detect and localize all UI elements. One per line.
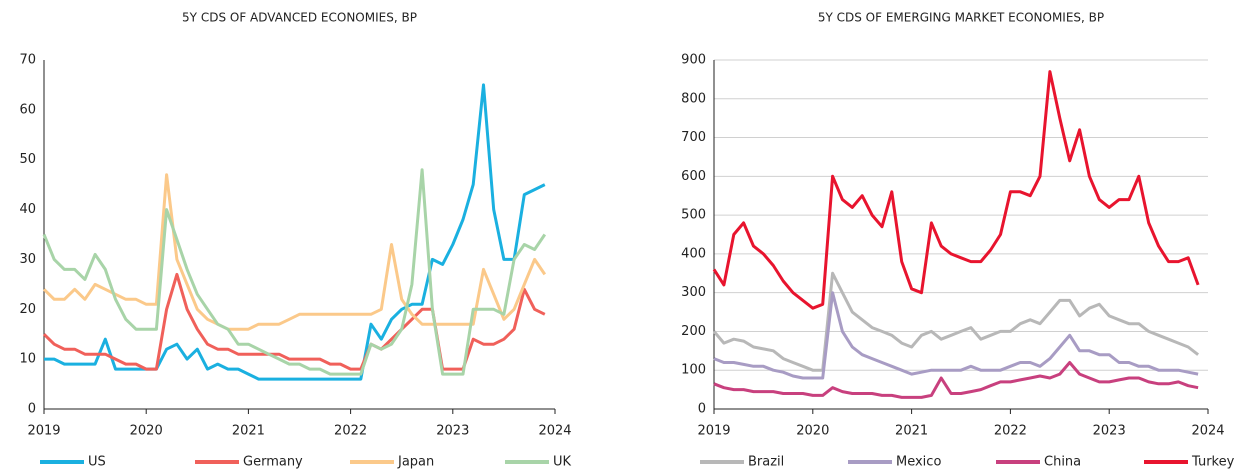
y-tick-label: 900 xyxy=(681,53,706,68)
y-tick-label: 40 xyxy=(19,202,36,217)
y-tick-label: 200 xyxy=(681,324,706,339)
series-line xyxy=(712,271,1200,372)
x-tick-label: 2023 xyxy=(1093,424,1126,439)
y-tick-label: 400 xyxy=(681,246,706,261)
series-line xyxy=(44,83,546,381)
legend-label: UK xyxy=(553,455,572,470)
y-tick-label: 300 xyxy=(681,285,706,300)
x-tick-label: 2024 xyxy=(538,424,571,439)
x-tick-label: 2020 xyxy=(130,424,163,439)
x-tick-label: 2019 xyxy=(27,424,60,439)
x-tick-label: 2023 xyxy=(436,424,469,439)
x-tick-label: 2021 xyxy=(232,424,265,439)
y-tick-label: 500 xyxy=(681,208,706,223)
chart-title: 5Y CDS OF EMERGING MARKET ECONOMIES, BP xyxy=(818,11,1104,25)
y-tick-label: 20 xyxy=(19,302,36,317)
y-tick-label: 600 xyxy=(681,169,706,184)
legend-label: US xyxy=(88,455,106,470)
y-tick-label: 10 xyxy=(19,352,36,367)
legend-label: China xyxy=(1044,455,1081,470)
x-tick-label: 2024 xyxy=(1191,424,1224,439)
x-tick-label: 2020 xyxy=(796,424,829,439)
chart-title: 5Y CDS OF ADVANCED ECONOMIES, BP xyxy=(182,11,417,25)
series-line xyxy=(42,272,546,371)
y-tick-label: 30 xyxy=(19,252,36,267)
y-tick-label: 0 xyxy=(698,402,706,417)
x-tick-label: 2022 xyxy=(334,424,367,439)
y-tick-label: 700 xyxy=(681,130,706,145)
legend-label: Mexico xyxy=(896,455,941,470)
series-line xyxy=(713,361,1199,399)
legend-label: Germany xyxy=(243,455,303,470)
series-line xyxy=(713,291,1199,380)
y-tick-label: 800 xyxy=(681,91,706,106)
y-tick-label: 70 xyxy=(19,53,36,68)
series-line xyxy=(42,173,547,331)
series-line xyxy=(42,168,547,376)
x-tick-label: 2022 xyxy=(994,424,1027,439)
y-tick-label: 0 xyxy=(28,402,36,417)
y-tick-label: 100 xyxy=(681,363,706,378)
y-tick-label: 60 xyxy=(19,102,36,117)
legend-label: Japan xyxy=(397,455,434,470)
legend-label: Brazil xyxy=(748,455,784,470)
x-tick-label: 2019 xyxy=(697,424,730,439)
y-tick-label: 50 xyxy=(19,152,36,167)
x-tick-label: 2021 xyxy=(895,424,928,439)
legend-label: Turkey xyxy=(1191,455,1235,470)
series-line xyxy=(712,70,1200,310)
